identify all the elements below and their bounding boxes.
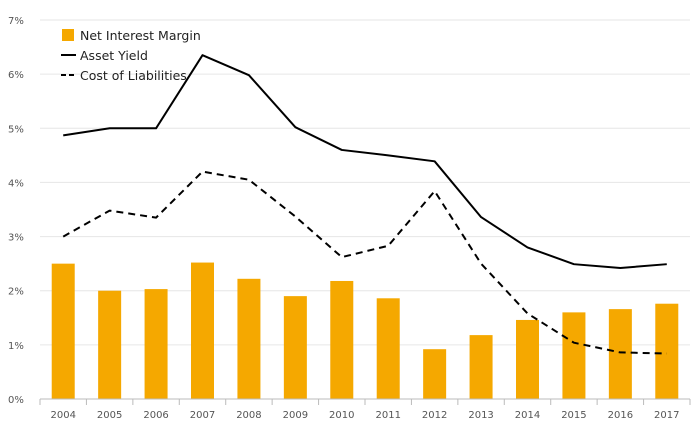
x-tick-label: 2015 — [561, 410, 586, 421]
axes: 0% 1% 2% 3% 4% 5% 6% 7% 2004 2005 2006 2007 2008 2009… — [8, 16, 691, 421]
bar — [330, 280, 354, 399]
bar-series — [51, 262, 679, 399]
bar — [283, 296, 307, 399]
legend-label-net-interest-margin: Net Interest Margin — [80, 28, 201, 43]
legend-label-asset-yield: Asset Yield — [80, 48, 148, 63]
bar — [562, 312, 586, 399]
x-tick-label: 2014 — [515, 410, 540, 421]
bar — [469, 335, 493, 399]
bar — [237, 278, 261, 399]
y-tick-label: 7% — [8, 16, 24, 27]
legend-swatch-net-interest-margin — [62, 29, 74, 41]
asset-yield-line — [63, 54, 667, 269]
y-tick-label: 5% — [8, 124, 24, 135]
y-tick-label: 2% — [8, 287, 24, 298]
x-tick-label: 2005 — [97, 410, 122, 421]
x-tick-label: 2004 — [50, 410, 75, 421]
bar — [144, 289, 168, 399]
y-tick-label: 3% — [8, 233, 24, 244]
x-tick-label: 2017 — [654, 410, 679, 421]
legend-label-cost-of-liabilities: Cost of Liabilities — [80, 68, 187, 83]
y-tick-label: 6% — [8, 70, 24, 81]
bar — [516, 319, 539, 399]
bar — [51, 263, 75, 399]
bar — [191, 262, 214, 399]
cost-of-liabilities-line — [62, 170, 667, 355]
x-tick-label: 2012 — [422, 410, 447, 421]
x-tick-label: 2011 — [375, 410, 400, 421]
x-tick-label: 2013 — [468, 410, 493, 421]
legend: Net Interest Margin Asset Yield Cost of … — [61, 28, 201, 83]
x-tick-label: 2006 — [143, 410, 168, 421]
bar — [608, 309, 632, 399]
bar — [655, 303, 679, 399]
x-tick-label: 2009 — [283, 410, 308, 421]
y-tick-label: 1% — [8, 341, 24, 352]
bar — [98, 290, 122, 399]
x-tick-label: 2016 — [608, 410, 633, 421]
bar — [423, 349, 447, 399]
line-series — [62, 54, 667, 355]
y-tick-label: 4% — [8, 178, 24, 189]
bar — [376, 298, 400, 399]
x-tick-label: 2008 — [236, 410, 261, 421]
y-tick-label: 0% — [8, 395, 24, 406]
x-tick-label: 2007 — [190, 410, 215, 421]
x-tick-label: 2010 — [329, 410, 354, 421]
